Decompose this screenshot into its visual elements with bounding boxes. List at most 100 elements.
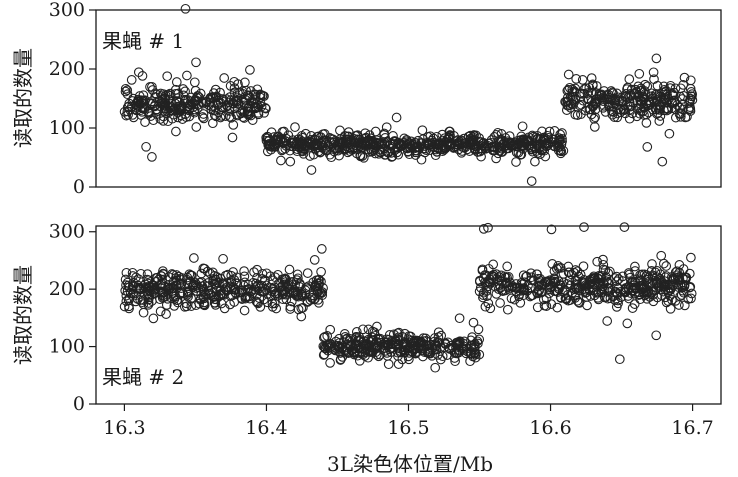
data-point: [408, 344, 419, 355]
data-point: [629, 288, 640, 299]
data-point: [184, 105, 194, 116]
data-point: [158, 290, 168, 301]
data-point: [488, 259, 499, 270]
data-point: [662, 89, 672, 100]
data-point: [209, 110, 220, 121]
data-point: [404, 354, 414, 365]
data-point: [532, 302, 543, 313]
data-point: [230, 103, 240, 114]
data-point: [316, 266, 326, 277]
data-point: [579, 88, 589, 99]
data-point: [184, 269, 195, 280]
data-point: [649, 74, 659, 85]
data-point: [530, 156, 540, 167]
data-point: [227, 132, 238, 143]
data-point: [239, 305, 250, 316]
data-point: [485, 303, 496, 314]
data-point: [151, 109, 162, 119]
data-point: [444, 131, 455, 142]
data-point: [654, 116, 665, 126]
data-point: [297, 290, 308, 301]
data-point: [179, 301, 190, 312]
data-point: [147, 85, 158, 95]
data-point: [591, 287, 602, 298]
data-point: [679, 280, 690, 290]
data-point: [161, 309, 171, 319]
data-point: [198, 299, 209, 309]
y-tick-label: 300: [49, 221, 85, 243]
data-point: [609, 112, 620, 122]
data-point: [588, 80, 598, 91]
data-point: [511, 279, 521, 289]
data-point: [567, 87, 578, 98]
data-point: [248, 277, 259, 288]
y-tick-label: 200: [49, 58, 85, 80]
data-point: [661, 280, 671, 291]
data-point: [601, 292, 611, 302]
data-point: [483, 298, 494, 309]
data-point: [570, 109, 581, 120]
data-point: [137, 297, 148, 308]
data-point: [535, 134, 546, 145]
data-point: [679, 300, 690, 311]
data-point: [392, 328, 403, 339]
data-point: [678, 91, 689, 101]
data-point: [234, 87, 245, 98]
data-point: [397, 138, 408, 148]
data-point: [685, 106, 696, 116]
data-point: [591, 81, 602, 91]
data-point: [302, 268, 313, 278]
data-point: [532, 288, 543, 299]
data-point: [424, 346, 435, 357]
data-point: [612, 108, 623, 119]
data-point: [532, 148, 543, 158]
data-point: [155, 306, 166, 317]
data-point: [634, 68, 645, 79]
data-point: [660, 292, 670, 303]
data-point: [304, 138, 315, 148]
data-point: [433, 337, 443, 347]
data-point: [335, 355, 346, 365]
data-point: [430, 362, 441, 373]
data-point: [261, 268, 272, 279]
data-point: [685, 75, 696, 86]
data-point: [183, 101, 194, 111]
data-point: [122, 85, 133, 96]
data-point: [665, 303, 676, 314]
data-point: [162, 71, 173, 82]
data-point: [539, 278, 550, 289]
data-point: [425, 347, 436, 358]
data-point: [252, 297, 263, 308]
data-point: [252, 98, 262, 109]
data-point: [366, 138, 376, 149]
data-point: [143, 298, 154, 308]
data-point: [171, 126, 181, 137]
data-point: [536, 287, 547, 298]
data-point: [156, 286, 167, 297]
data-point: [554, 284, 564, 294]
data-point: [647, 272, 658, 282]
data-point: [377, 139, 388, 149]
data-point: [142, 269, 153, 279]
data-point: [686, 293, 696, 304]
data-point: [199, 263, 210, 274]
data-point: [316, 244, 327, 254]
data-point: [239, 97, 250, 108]
data-point: [124, 301, 134, 312]
data-point: [177, 287, 187, 298]
data-point: [358, 324, 368, 335]
data-point: [526, 176, 537, 186]
data-point: [300, 128, 311, 139]
data-point: [604, 92, 615, 103]
data-point: [681, 273, 692, 283]
data-point: [626, 276, 637, 287]
x-axis-title: 3L染色体位置/Mb: [327, 452, 493, 476]
data-point: [228, 120, 239, 130]
data-point: [495, 135, 506, 146]
data-point: [637, 106, 648, 117]
data-point: [523, 280, 533, 291]
data-point: [133, 97, 144, 108]
data-point: [335, 125, 345, 136]
data-point: [641, 98, 651, 109]
data-point: [590, 98, 600, 109]
